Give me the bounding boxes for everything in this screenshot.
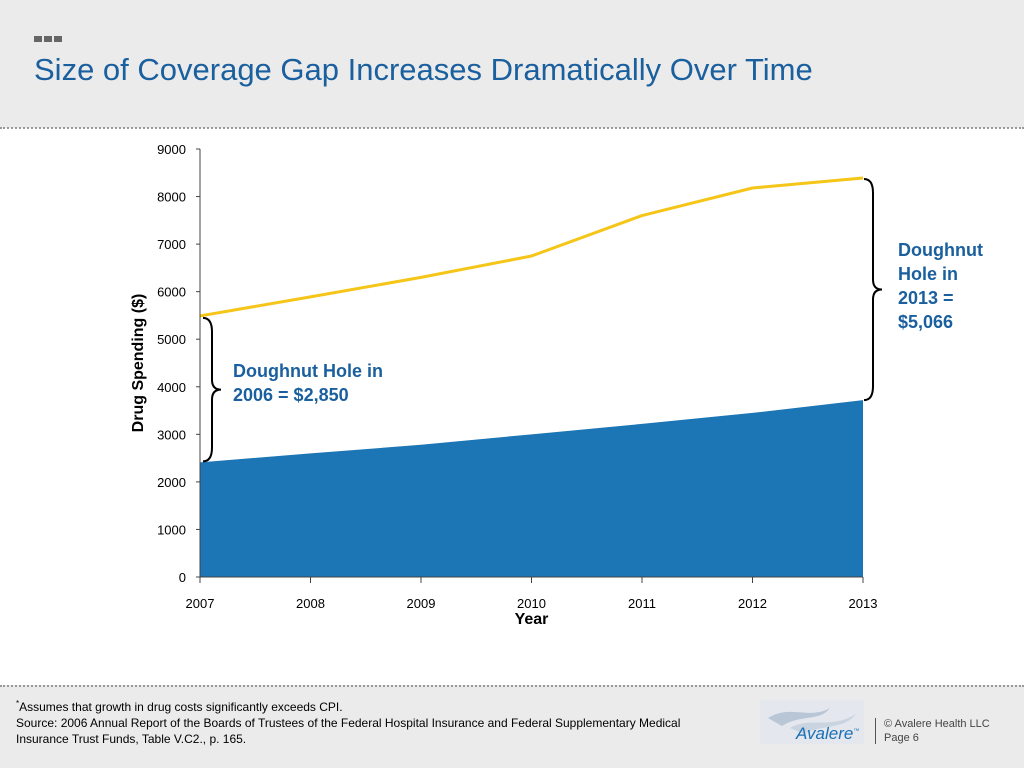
bracket-gap-2013 (863, 178, 883, 402)
bracket-gap-2006 (202, 316, 222, 463)
header-band (0, 0, 1024, 128)
line-series-upper (199, 176, 864, 318)
header-decoration (34, 36, 62, 42)
footer-divider (0, 685, 1024, 687)
x-tick-label: 2009 (407, 596, 436, 611)
x-tick-label: 2012 (738, 596, 767, 611)
page-title: Size of Coverage Gap Increases Dramatica… (34, 52, 813, 87)
copyright-text: © Avalere Health LLC (884, 718, 990, 730)
x-tick-label: 2011 (628, 596, 656, 611)
y-tick-label: 3000 (157, 427, 186, 442)
header-divider (0, 127, 1024, 129)
y-axis-title: Drug Spending ($) (130, 294, 147, 433)
avalere-logo-text: Avalere™ (796, 724, 860, 743)
annotation-gap-2013: Doughnut Hole in 2013 = $5,066 (898, 240, 983, 332)
x-tick-label: 2013 (849, 596, 878, 611)
footnote-assumption: Assumes that growth in drug costs signif… (19, 700, 343, 714)
x-axis-title: Year (515, 611, 549, 628)
x-tick-label: 2008 (296, 596, 325, 611)
area-series-lower (200, 400, 863, 577)
y-tick-label: 1000 (157, 522, 186, 537)
x-tick-label: 2007 (186, 596, 215, 611)
y-tick-label: 7000 (157, 237, 186, 252)
x-tick-label: 2010 (517, 596, 546, 611)
avalere-logo-bird-icon (760, 700, 864, 744)
footnote-source: Source: 2006 Annual Report of the Boards… (16, 716, 681, 746)
copyright-block: © Avalere Health LLC Page 6 (884, 717, 990, 745)
y-tick-label: 2000 (157, 475, 186, 490)
page-number: Page 6 (884, 732, 919, 744)
y-tick-label: 5000 (157, 332, 186, 347)
y-tick-label: 9000 (157, 142, 186, 157)
y-tick-label: 4000 (157, 380, 186, 395)
y-tick-label: 0 (179, 570, 186, 585)
footer-separator (875, 718, 876, 744)
y-tick-label: 6000 (157, 285, 186, 300)
footnote-marker: * (16, 699, 20, 708)
y-tick-label: 8000 (157, 190, 186, 205)
coverage-gap-chart: 0 1000 2000 3000 4000 5000 6000 7000 8000 9000 200… (130, 142, 883, 628)
annotation-gap-2006: Doughnut Hole in 2006 = $2,850 (233, 361, 383, 405)
footnote: *Assumes that growth in drug costs signi… (16, 696, 716, 747)
